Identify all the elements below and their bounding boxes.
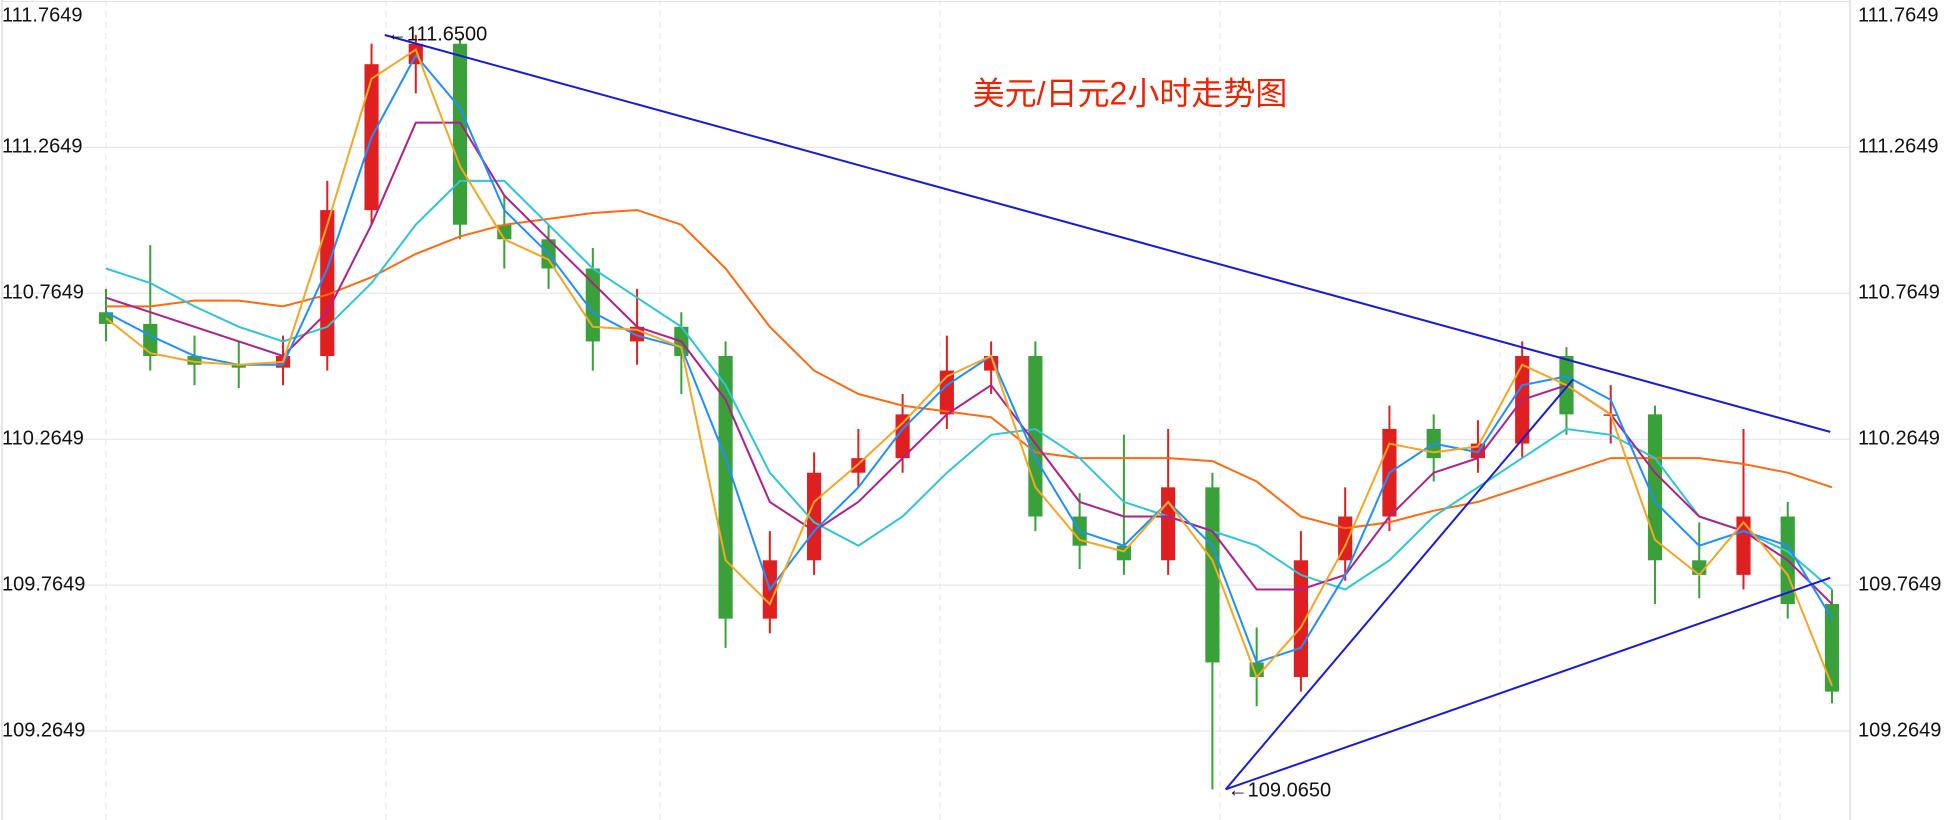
y2-tick-label: 111.2649 (1858, 136, 1938, 158)
y2-tick-label: 110.2649 (1858, 427, 1940, 449)
chart-title: 美元/日元2小时走势图 (973, 75, 1288, 111)
moving-average-line (105, 48, 1833, 687)
candle (1736, 428, 1751, 590)
trend-line (384, 34, 1831, 433)
moving-average-line (105, 179, 1833, 591)
candle (585, 248, 600, 371)
candle (1824, 589, 1840, 704)
candle (1249, 627, 1264, 707)
candle (452, 37, 468, 240)
candle (718, 341, 733, 648)
moving-average-line (105, 53, 1833, 664)
candle-body (231, 364, 246, 368)
y-tick-label: 111.2649 (2, 136, 82, 158)
candle (1293, 531, 1309, 692)
moving-average-line (106, 209, 1833, 530)
y-tick-label: 109.2649 (2, 719, 85, 741)
candle (320, 180, 335, 371)
candle (143, 245, 158, 371)
candle-body (143, 323, 158, 357)
candle (187, 335, 202, 386)
annotation: ←109.0650 (1228, 780, 1331, 802)
y2-tick-label: 109.2649 (1858, 719, 1941, 741)
y-tick-label: 110.2649 (2, 427, 84, 449)
candle-body (1161, 487, 1176, 561)
candle (98, 288, 114, 342)
candle-body (187, 356, 202, 365)
candle (1205, 472, 1220, 790)
candle-body (497, 224, 512, 240)
candle-body (1205, 487, 1220, 663)
candle (364, 43, 379, 225)
candle-body (1736, 516, 1751, 575)
candle-body (1824, 604, 1840, 692)
y-tick-label: 110.7649 (2, 282, 84, 304)
candle (1692, 522, 1707, 599)
candle-body (320, 210, 335, 357)
y2-tick-label: 111.7649 (1858, 4, 1938, 26)
candle (1116, 434, 1131, 575)
candle-body (807, 472, 822, 561)
candle-body (1647, 414, 1663, 561)
candle-body (98, 312, 114, 324)
annotation: ←111.6500 (387, 23, 487, 45)
y-tick-label: 111.7649 (2, 4, 82, 26)
trend-line (1224, 378, 1574, 791)
y2-tick-label: 109.7649 (1858, 573, 1941, 595)
candle (1647, 405, 1663, 605)
candle-body (1116, 545, 1131, 561)
moving-average-line (105, 121, 1833, 605)
candle (807, 452, 822, 575)
trend-line (1225, 576, 1831, 791)
candle-body (452, 43, 468, 225)
candle-body (718, 356, 733, 619)
y2-tick-label: 110.7649 (1858, 282, 1940, 304)
y-tick-label: 109.7649 (2, 573, 85, 595)
